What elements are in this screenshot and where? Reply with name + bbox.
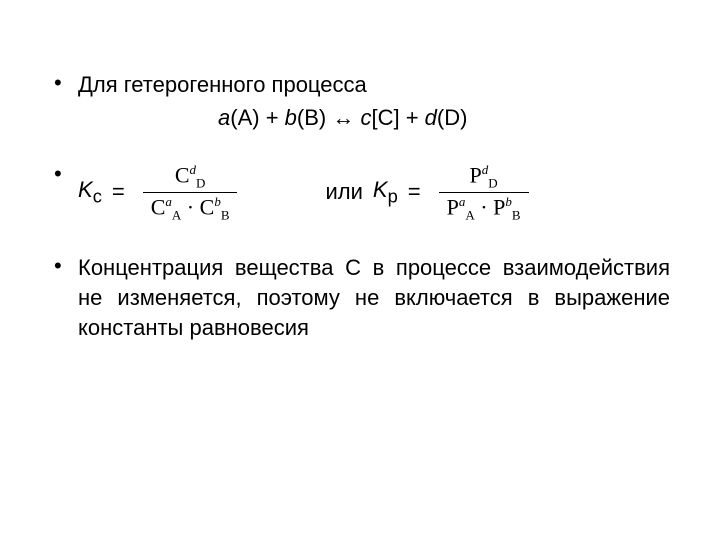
coef-d: d — [425, 105, 437, 130]
kp-numerator: PdD — [462, 161, 506, 192]
or-text: или — [325, 181, 362, 203]
equals-1: = — [112, 181, 125, 203]
bullet-heterogeneous: Для гетерогенного процесса a(A) + b(B) ↔… — [50, 70, 670, 131]
species-A: (A) — [230, 105, 259, 130]
species-B: (B) — [297, 105, 326, 130]
reaction-equation: a(A) + b(B) ↔ c[C] + d(D) — [78, 105, 670, 131]
bullet-explanation: Концентрация вещества С в процессе взаим… — [50, 253, 670, 342]
kp-fraction: PdD PaA · PbB — [439, 161, 529, 223]
coef-c: c — [360, 105, 371, 130]
bullet-equilibrium-constants: Kc = CdD CaA · CbB или Kp = PdD — [50, 161, 670, 223]
kp-label: Kp — [373, 179, 398, 206]
kc-label: Kc — [78, 179, 102, 206]
heterogeneous-text: Для гетерогенного процесса — [78, 70, 670, 101]
equation-row: Kc = CdD CaA · CbB или Kp = PdD — [78, 161, 670, 223]
equals-2: = — [408, 181, 421, 203]
arrow: ↔ — [326, 105, 360, 130]
species-D: (D) — [437, 105, 468, 130]
kc-fraction: CdD CaA · CbB — [143, 161, 238, 223]
explanation-text: Концентрация вещества С в процессе взаим… — [78, 253, 670, 342]
coef-b: b — [285, 105, 297, 130]
coef-a: a — [218, 105, 230, 130]
plus-1: + — [260, 105, 285, 130]
kc-denominator: CaA · CbB — [143, 193, 238, 224]
kp-denominator: PaA · PbB — [439, 193, 529, 224]
plus-2: + — [400, 105, 425, 130]
kc-numerator: CdD — [167, 161, 214, 192]
species-C: [C] — [371, 105, 399, 130]
